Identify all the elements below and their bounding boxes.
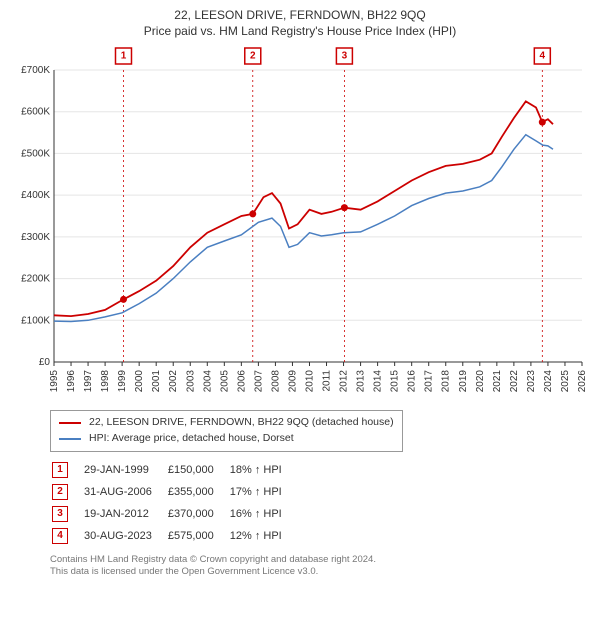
chart-subtitle: Price paid vs. HM Land Registry's House … [10,24,590,38]
svg-text:£700K: £700K [21,65,50,76]
svg-text:2014: 2014 [373,370,384,393]
legend-label: 22, LEESON DRIVE, FERNDOWN, BH22 9QQ (de… [89,415,394,431]
sale-pct: 17% ↑ HPI [230,482,296,502]
sale-price: £355,000 [168,482,228,502]
sale-pct: 18% ↑ HPI [230,460,296,480]
svg-text:4: 4 [540,51,546,62]
svg-text:2006: 2006 [236,370,247,393]
svg-text:2023: 2023 [526,370,537,393]
svg-text:2020: 2020 [475,370,486,393]
svg-text:1997: 1997 [83,370,94,393]
svg-text:2: 2 [250,51,256,62]
svg-text:1: 1 [121,51,127,62]
legend: 22, LEESON DRIVE, FERNDOWN, BH22 9QQ (de… [50,410,403,452]
legend-swatch [59,422,81,424]
table-row: 4 30-AUG-2023£575,00012% ↑ HPI [52,526,296,546]
svg-text:2022: 2022 [509,370,520,393]
svg-text:£600K: £600K [21,107,50,118]
legend-item: 22, LEESON DRIVE, FERNDOWN, BH22 9QQ (de… [59,415,394,431]
svg-text:1996: 1996 [66,370,77,393]
legend-label: HPI: Average price, detached house, Dors… [89,431,294,447]
legend-swatch [59,438,81,440]
sale-marker-icon: 1 [52,462,68,478]
legend-item: HPI: Average price, detached house, Dors… [59,431,394,447]
svg-text:2005: 2005 [219,370,230,393]
sale-marker-icon: 2 [52,484,68,500]
svg-text:3: 3 [342,51,348,62]
svg-text:1998: 1998 [100,370,111,393]
svg-text:2025: 2025 [560,370,571,393]
svg-text:2009: 2009 [287,370,298,393]
sale-pct: 12% ↑ HPI [230,526,296,546]
svg-text:2011: 2011 [322,370,333,392]
chart-container: 22, LEESON DRIVE, FERNDOWN, BH22 9QQ Pri… [0,0,600,620]
svg-text:£500K: £500K [21,148,50,159]
svg-text:1995: 1995 [49,370,60,393]
sale-date: 30-AUG-2023 [84,526,166,546]
sale-marker-icon: 3 [52,506,68,522]
sale-price: £150,000 [168,460,228,480]
svg-text:2015: 2015 [390,370,401,393]
chart-svg: £0 £100K £200K £300K £400K £500K £600K £700K 199… [10,44,590,404]
svg-text:2019: 2019 [458,370,469,393]
footer: Contains HM Land Registry data © Crown c… [50,554,590,580]
footer-line: Contains HM Land Registry data © Crown c… [50,554,590,567]
sale-pct: 16% ↑ HPI [230,504,296,524]
svg-text:£200K: £200K [21,274,50,285]
svg-text:1999: 1999 [117,370,128,393]
svg-text:£300K: £300K [21,232,50,243]
table-row: 3 19-JAN-2012£370,00016% ↑ HPI [52,504,296,524]
svg-text:2026: 2026 [577,370,588,393]
footer-line: This data is licensed under the Open Gov… [50,566,590,579]
svg-text:£100K: £100K [21,315,50,326]
sale-date: 31-AUG-2006 [84,482,166,502]
svg-text:2024: 2024 [543,370,554,393]
sale-marker-icon: 4 [52,528,68,544]
svg-text:2004: 2004 [202,370,213,393]
svg-text:2016: 2016 [407,370,418,393]
svg-text:2012: 2012 [339,370,350,393]
svg-text:2010: 2010 [304,370,315,393]
svg-text:£0: £0 [39,357,51,368]
svg-text:2008: 2008 [270,370,281,393]
chart-title: 22, LEESON DRIVE, FERNDOWN, BH22 9QQ [10,8,590,22]
svg-text:2018: 2018 [441,370,452,393]
sale-date: 29-JAN-1999 [84,460,166,480]
svg-text:2002: 2002 [168,370,179,393]
sale-date: 19-JAN-2012 [84,504,166,524]
svg-text:2000: 2000 [134,370,145,393]
sales-table: 1 29-JAN-1999£150,00018% ↑ HPI 2 31-AUG-200… [50,458,298,548]
svg-text:2003: 2003 [185,370,196,393]
svg-text:2021: 2021 [492,370,503,393]
table-row: 2 31-AUG-2006£355,00017% ↑ HPI [52,482,296,502]
sale-price: £575,000 [168,526,228,546]
table-row: 1 29-JAN-1999£150,00018% ↑ HPI [52,460,296,480]
svg-text:2001: 2001 [151,370,162,393]
sale-price: £370,000 [168,504,228,524]
svg-text:2017: 2017 [424,370,435,393]
svg-text:£400K: £400K [21,190,50,201]
svg-text:2013: 2013 [356,370,367,393]
svg-text:2007: 2007 [253,370,264,393]
chart-area: £0 £100K £200K £300K £400K £500K £600K £700K 199… [10,44,590,404]
